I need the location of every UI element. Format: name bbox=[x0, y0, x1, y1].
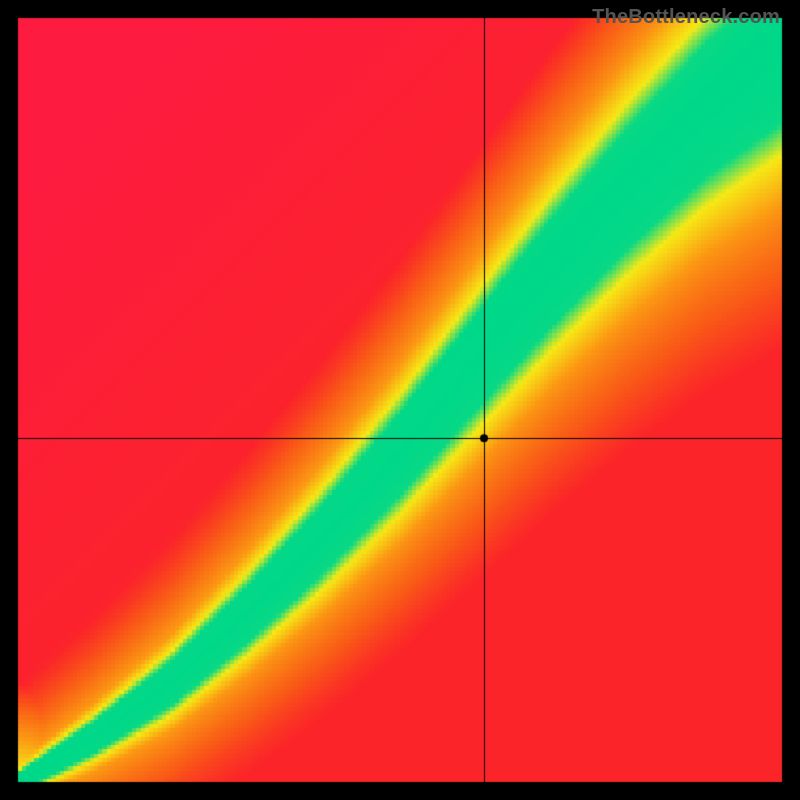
heatmap-canvas bbox=[0, 0, 800, 800]
bottleneck-heatmap: TheBottleneck.com bbox=[0, 0, 800, 800]
